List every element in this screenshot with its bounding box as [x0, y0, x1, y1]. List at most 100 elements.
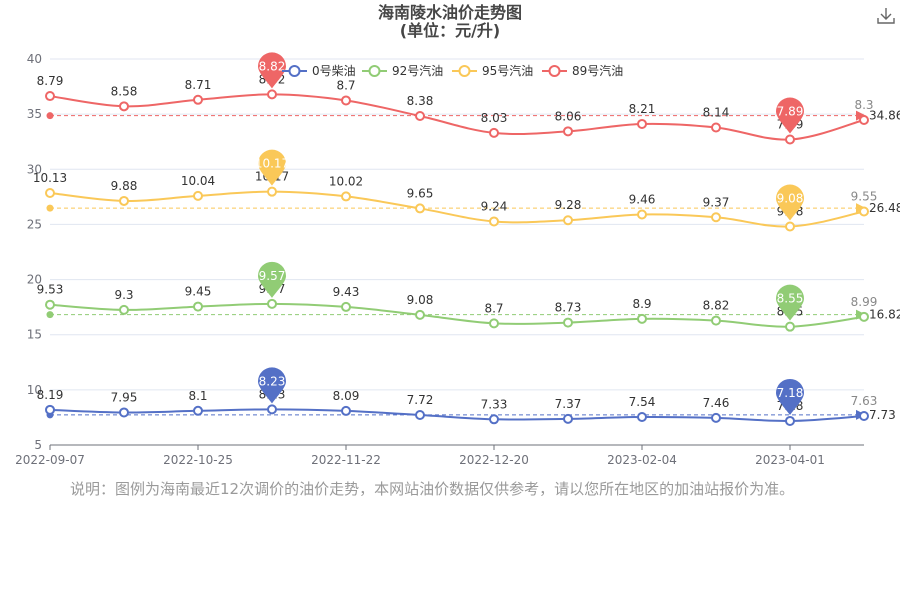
data-point[interactable]	[415, 410, 425, 421]
legend-item[interactable]: 89号汽油	[542, 63, 623, 78]
data-point[interactable]	[267, 186, 277, 197]
min-marker-label: 7.18	[777, 386, 804, 400]
y-tick-label: 10	[27, 383, 42, 397]
data-point[interactable]	[563, 126, 573, 137]
data-point[interactable]	[637, 313, 647, 324]
data-point[interactable]	[859, 206, 869, 217]
y-tick-label: 20	[27, 273, 42, 287]
data-point[interactable]	[859, 114, 869, 125]
y-tick-label: 5	[34, 438, 42, 452]
data-label: 10.02	[329, 174, 363, 188]
data-point[interactable]	[859, 311, 869, 322]
series-2: 16.82 9.53 9.3 9.45 9.57 9.43 9.08 8.7 8.73 8.9 8.…	[37, 261, 900, 332]
max-marker[interactable]	[258, 367, 286, 404]
data-point[interactable]	[563, 413, 573, 424]
legend-item[interactable]: 95号汽油	[452, 63, 533, 78]
data-label: 8.82	[703, 299, 730, 313]
legend-label: 0号柴油	[312, 64, 356, 78]
y-tick-label: 15	[27, 328, 42, 342]
min-marker[interactable]	[776, 184, 804, 221]
data-label: 9.28	[555, 198, 582, 212]
min-marker[interactable]	[776, 378, 804, 415]
x-tick-label: 2023-02-04	[607, 453, 677, 467]
y-tick-label: 30	[27, 162, 42, 176]
average-value-label: 16.82	[869, 308, 900, 322]
data-point[interactable]	[489, 127, 499, 138]
data-point[interactable]	[341, 95, 351, 106]
data-point[interactable]	[415, 309, 425, 320]
data-point[interactable]	[489, 318, 499, 329]
data-point[interactable]	[267, 404, 277, 415]
legend-swatch-marker	[458, 65, 471, 77]
data-point[interactable]	[341, 301, 351, 312]
max-marker[interactable]	[258, 149, 286, 186]
data-label: 7.72	[407, 393, 434, 407]
data-label: 7.54	[629, 395, 656, 409]
data-point[interactable]	[711, 122, 721, 133]
data-label: 9.3	[114, 288, 133, 302]
data-point[interactable]	[415, 203, 425, 214]
data-point[interactable]	[637, 209, 647, 220]
min-marker-label: 9.08	[777, 192, 804, 206]
data-point[interactable]	[193, 301, 203, 312]
data-point[interactable]	[637, 118, 647, 129]
data-point[interactable]	[563, 317, 573, 328]
data-point[interactable]	[119, 304, 129, 315]
legend-label: 89号汽油	[572, 63, 623, 78]
data-point[interactable]	[119, 407, 129, 418]
data-point[interactable]	[711, 212, 721, 223]
data-point[interactable]	[119, 101, 129, 112]
y-tick-label: 40	[27, 52, 42, 66]
data-point[interactable]	[859, 410, 869, 421]
min-marker-label: 8.55	[777, 292, 804, 306]
legend-item[interactable]: 92号汽油	[362, 63, 443, 78]
data-point[interactable]	[785, 415, 795, 426]
min-marker[interactable]	[776, 97, 804, 134]
data-point[interactable]	[45, 91, 55, 102]
data-point[interactable]	[45, 404, 55, 415]
data-label: 8.71	[185, 78, 212, 92]
data-label: 8.21	[629, 102, 656, 116]
max-marker[interactable]	[258, 52, 286, 89]
series-4: 34.86 8.79 8.58 8.71 8.82 8.7 8.38 8.03 8.06 8.21…	[37, 52, 900, 145]
legend-swatch-marker	[288, 65, 301, 77]
data-point[interactable]	[341, 405, 351, 416]
x-axis: 2022-09-07 2022-10-25 2022-11-22 2022-12-20…	[15, 444, 864, 467]
data-point[interactable]	[267, 89, 277, 100]
data-point[interactable]	[489, 414, 499, 425]
data-label: 9.65	[407, 186, 434, 200]
data-label: 8.19	[37, 388, 64, 402]
data-point[interactable]	[711, 412, 721, 423]
data-point[interactable]	[119, 195, 129, 206]
average-line-start	[46, 311, 54, 319]
data-point[interactable]	[637, 411, 647, 422]
data-point[interactable]	[785, 321, 795, 332]
y-axis: 5 10 15 20 25 30 35 40	[27, 52, 864, 452]
data-point[interactable]	[193, 190, 203, 201]
min-marker-label: 7.89	[777, 105, 804, 119]
legend-label: 92号汽油	[392, 63, 443, 78]
data-point[interactable]	[45, 187, 55, 198]
data-point[interactable]	[193, 94, 203, 105]
max-marker[interactable]	[258, 261, 286, 298]
data-point[interactable]	[415, 111, 425, 122]
data-point[interactable]	[193, 405, 203, 416]
data-point[interactable]	[45, 299, 55, 310]
max-marker-label: 9.57	[259, 269, 286, 283]
data-point[interactable]	[785, 134, 795, 145]
data-point[interactable]	[341, 191, 351, 202]
data-point[interactable]	[785, 221, 795, 232]
data-label: 8.9	[632, 297, 651, 311]
min-marker[interactable]	[776, 284, 804, 321]
data-point[interactable]	[563, 215, 573, 226]
data-label: 8.09	[333, 389, 360, 403]
average-line-start	[46, 112, 54, 120]
download-icon[interactable]	[876, 6, 896, 26]
legend-item[interactable]: 0号柴油	[282, 64, 356, 78]
data-point[interactable]	[267, 298, 277, 309]
data-point[interactable]	[489, 216, 499, 227]
data-label: 7.33	[481, 397, 508, 411]
data-label: 8.38	[407, 94, 434, 108]
data-point[interactable]	[711, 315, 721, 326]
chart-title-line1: 海南陵水油价走势图	[377, 3, 522, 22]
